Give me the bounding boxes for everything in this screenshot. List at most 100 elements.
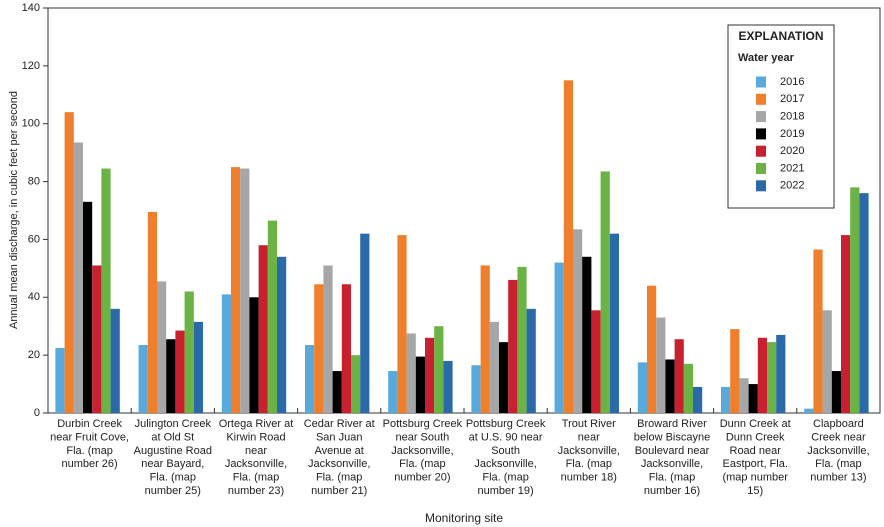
bar [415, 356, 425, 413]
legend-label: 2018 [780, 111, 804, 123]
bar [499, 342, 509, 413]
legend-label: 2016 [780, 76, 804, 88]
legend-label: 2019 [780, 128, 804, 140]
bar [757, 337, 767, 413]
x-tick-label: Durbin Creek near Fruit Cove, Fla. (map num… [50, 418, 129, 470]
bar [471, 365, 481, 413]
bar [175, 330, 185, 413]
bar [683, 363, 693, 413]
bar [517, 266, 527, 413]
x-tick-label: Trout River near Jacksonville, Fla. (map num… [558, 418, 620, 484]
bar [822, 310, 832, 413]
bar [425, 337, 435, 413]
bar [665, 359, 675, 413]
bar [563, 80, 573, 414]
x-tick-label: Julington Creek at Old St Augustine Road ne… [134, 418, 212, 497]
bar [147, 211, 157, 413]
bar [674, 339, 684, 413]
bar [776, 334, 786, 413]
bar [360, 233, 370, 413]
x-tick-label: Broward River below Biscayne Boulevard nea… [634, 418, 710, 497]
y-axis-title: Annual mean discharge, in cubic feet per… [8, 91, 20, 329]
bar [138, 345, 148, 413]
legend-swatch [756, 163, 766, 174]
legend-box [727, 24, 835, 209]
y-tick-label: 100 [22, 118, 40, 130]
legend-swatch [756, 145, 766, 157]
bar [305, 345, 315, 413]
bar [341, 284, 351, 413]
y-tick-label: 40 [28, 291, 40, 303]
bar [221, 294, 231, 413]
bar [277, 256, 287, 413]
bar [647, 285, 657, 413]
bar [841, 235, 851, 413]
bar [721, 386, 731, 413]
y-tick-label: 80 [28, 175, 40, 187]
bar [859, 193, 869, 413]
bar [609, 233, 619, 413]
legend-swatch [756, 76, 766, 88]
bar [489, 321, 499, 413]
legend-title: EXPLANATION [738, 29, 823, 43]
bar [526, 308, 536, 413]
bar [573, 229, 583, 413]
legend-swatch [756, 128, 766, 140]
legend-label: 2022 [780, 180, 804, 192]
bar [351, 355, 361, 413]
bar [267, 220, 277, 413]
x-tick-label: Ortega River at Kirwin Road near Jacksonvil… [219, 418, 294, 497]
y-tick-label: 140 [22, 2, 40, 14]
bar [813, 249, 823, 413]
bar [157, 281, 167, 413]
bar [73, 142, 83, 413]
bar [332, 371, 342, 413]
bar [110, 308, 120, 413]
bar [693, 386, 703, 413]
bar [850, 187, 860, 413]
bar [443, 360, 453, 413]
bar [323, 265, 333, 413]
bar [591, 310, 601, 413]
bar [434, 326, 444, 413]
bar [92, 265, 102, 413]
bar [582, 256, 592, 413]
legend-subtitle: Water year [738, 52, 795, 64]
y-tick-label: 20 [28, 349, 40, 361]
x-axis-title: Monitoring site [425, 511, 503, 525]
bar [739, 378, 749, 413]
x-tick-label: Pottsburg Creek at U.S. 90 near South Jacks… [466, 418, 546, 497]
bar [249, 297, 259, 413]
legend-swatch [756, 93, 766, 105]
x-tick-label: Cedar River at San Juan Avenue at Jacksonvi… [304, 418, 375, 497]
bar [397, 235, 407, 413]
bar [600, 171, 610, 413]
bar [767, 342, 777, 413]
bar [480, 265, 490, 413]
bar [831, 371, 841, 413]
bar [258, 245, 268, 413]
y-tick-label: 60 [28, 233, 40, 245]
bar [166, 339, 176, 413]
bar [83, 201, 93, 413]
legend-label: 2021 [780, 162, 804, 174]
bar [508, 279, 518, 413]
x-tick-label: Clapboard Creek near Jacksonville, Fla. (ma… [807, 418, 869, 484]
bar [637, 362, 647, 413]
bar [554, 262, 564, 413]
bar [406, 333, 416, 413]
bar [314, 284, 324, 413]
bar [231, 167, 241, 413]
bar [55, 347, 65, 413]
bar [184, 291, 194, 413]
y-tick-label: 120 [22, 60, 40, 72]
bar [656, 317, 666, 413]
bar [804, 408, 814, 413]
y-tick-label: 0 [34, 407, 40, 419]
legend-swatch [756, 180, 766, 192]
bar [730, 329, 740, 413]
bar [101, 168, 111, 413]
bar [388, 371, 398, 413]
legend-label: 2020 [780, 145, 804, 157]
